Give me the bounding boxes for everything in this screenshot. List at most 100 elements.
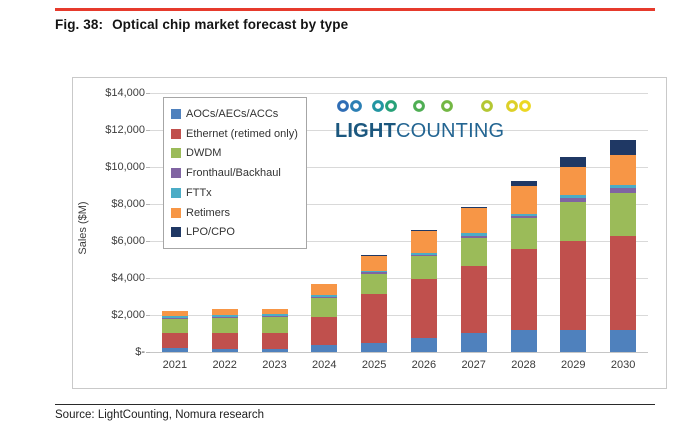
legend-item: LPO/CPO <box>164 226 306 238</box>
legend-label: FTTx <box>186 186 212 199</box>
bar-segment-2022 <box>211 315 238 318</box>
bar-segment-2026 <box>410 253 437 255</box>
bar-segment-2027 <box>460 265 487 334</box>
bar-segment-2026 <box>410 256 437 279</box>
bar-segment-2026 <box>410 338 437 352</box>
bar-segment-2028 <box>510 186 537 215</box>
x-tick-label: 2022 <box>212 359 237 371</box>
bar-segment-2027 <box>460 238 487 266</box>
bar-segment-2030 <box>610 193 637 236</box>
bar-segment-2026 <box>410 231 437 254</box>
x-tick-label: 2026 <box>411 359 437 371</box>
x-axis-baseline <box>150 352 648 353</box>
bar-segment-2024 <box>311 298 338 318</box>
bar-segment-2029 <box>560 202 587 241</box>
bar-segment-2025 <box>361 293 388 344</box>
gridline <box>150 278 648 279</box>
bar-segment-2030 <box>610 184 637 189</box>
y-tick-mark <box>146 93 150 94</box>
bar-segment-2029 <box>560 198 587 203</box>
legend-item: Retimers <box>164 207 306 219</box>
legend-label: Fronthaul/Backhaul <box>186 167 281 179</box>
bar-segment-2025 <box>361 270 388 273</box>
y-tick-mark <box>146 315 150 316</box>
bar-segment-2030 <box>610 330 637 352</box>
bar-segment-2029 <box>560 156 587 167</box>
bar-segment-2024 <box>311 345 338 352</box>
bar-segment-2026 <box>410 229 437 232</box>
bar-segment-2029 <box>560 194 587 199</box>
figure-title: Optical chip market forecast by type <box>112 17 349 32</box>
bar-segment-2021 <box>161 332 188 349</box>
bar-segment-2021 <box>161 318 188 333</box>
bar-segment-2030 <box>610 140 637 155</box>
bar-segment-2028 <box>510 216 537 219</box>
y-tick-label: $- <box>135 346 145 358</box>
bar-segment-2025 <box>361 343 388 352</box>
bar-segment-2029 <box>560 166 587 195</box>
y-tick-mark <box>146 204 150 205</box>
gridline <box>150 130 648 131</box>
legend-item: AOCs/AECs/ACCs <box>164 108 306 120</box>
x-tick-label: 2029 <box>561 359 586 371</box>
y-tick-mark <box>146 241 150 242</box>
bar-segment-2023 <box>261 315 288 317</box>
legend-swatch-icon <box>171 187 181 198</box>
bar-segment-2028 <box>510 330 537 352</box>
bar-segment-2023 <box>261 314 288 316</box>
gridline <box>150 315 648 316</box>
bar-segment-2027 <box>460 333 487 352</box>
bar-segment-2024 <box>311 283 338 295</box>
bar-segment-2026 <box>410 254 437 257</box>
bar-segment-2027 <box>460 235 487 239</box>
bar-segment-2029 <box>560 330 587 352</box>
bar-segment-2026 <box>410 278 437 339</box>
logo-word-counting: COUNTING <box>396 120 505 142</box>
lightcounting-logo: LIGHTCOUNTING <box>335 98 535 142</box>
bar-segment-2022 <box>211 309 238 316</box>
bar-segment-2028 <box>510 180 537 187</box>
y-tick-label: $10,000 <box>105 161 145 173</box>
bar-segment-2025 <box>361 255 388 271</box>
gridline <box>150 241 648 242</box>
x-tick-label: 2027 <box>461 359 486 371</box>
y-tick-label: $2,000 <box>111 309 145 321</box>
x-tick-label: 2030 <box>610 359 636 371</box>
bar-segment-2022 <box>211 317 238 319</box>
legend-label: AOCs/AECs/ACCs <box>186 107 279 120</box>
y-tick-mark <box>146 167 150 168</box>
bar-segment-2022 <box>211 349 238 352</box>
bar-segment-2030 <box>610 154 637 185</box>
bar-segment-2023 <box>261 349 288 352</box>
legend-swatch-icon <box>171 128 181 139</box>
legend-label: DWDM <box>186 147 222 160</box>
bar-segment-2029 <box>560 241 587 331</box>
figure-title-row: Fig. 38: Optical chip market forecast by… <box>55 17 348 32</box>
bar-segment-2025 <box>361 255 388 256</box>
bar-segment-2025 <box>361 273 388 294</box>
legend-swatch-icon <box>171 108 181 119</box>
footer-rule <box>55 404 655 405</box>
legend-swatch-icon <box>171 207 181 218</box>
gridline <box>150 204 648 205</box>
x-tick-label: 2021 <box>162 359 188 371</box>
y-tick-label: $6,000 <box>111 235 145 247</box>
y-tick-label: $4,000 <box>111 272 145 284</box>
bar-segment-2023 <box>261 308 288 315</box>
bar-segment-2021 <box>161 315 188 318</box>
bar-segment-2024 <box>311 294 338 297</box>
x-tick-label: 2028 <box>511 359 536 371</box>
legend-swatch-icon <box>171 148 181 159</box>
chart-frame: Sales ($M) AOCs/AECs/ACCs Ethernet (retim… <box>72 77 667 389</box>
bar-segment-2028 <box>510 218 537 249</box>
x-tick-label: 2025 <box>361 359 387 371</box>
legend-label: Ethernet (retimed only) <box>186 127 298 140</box>
y-tick-mark <box>146 130 150 131</box>
bar-segment-2023 <box>261 332 288 350</box>
chart-legend: AOCs/AECs/ACCs Ethernet (retimed only) DWD… <box>163 97 307 249</box>
source-note: Source: LightCounting, Nomura research <box>55 409 265 421</box>
logo-word-light: LIGHT <box>335 120 396 142</box>
bar-segment-2025 <box>361 272 388 274</box>
x-tick-label: 2024 <box>312 359 337 371</box>
